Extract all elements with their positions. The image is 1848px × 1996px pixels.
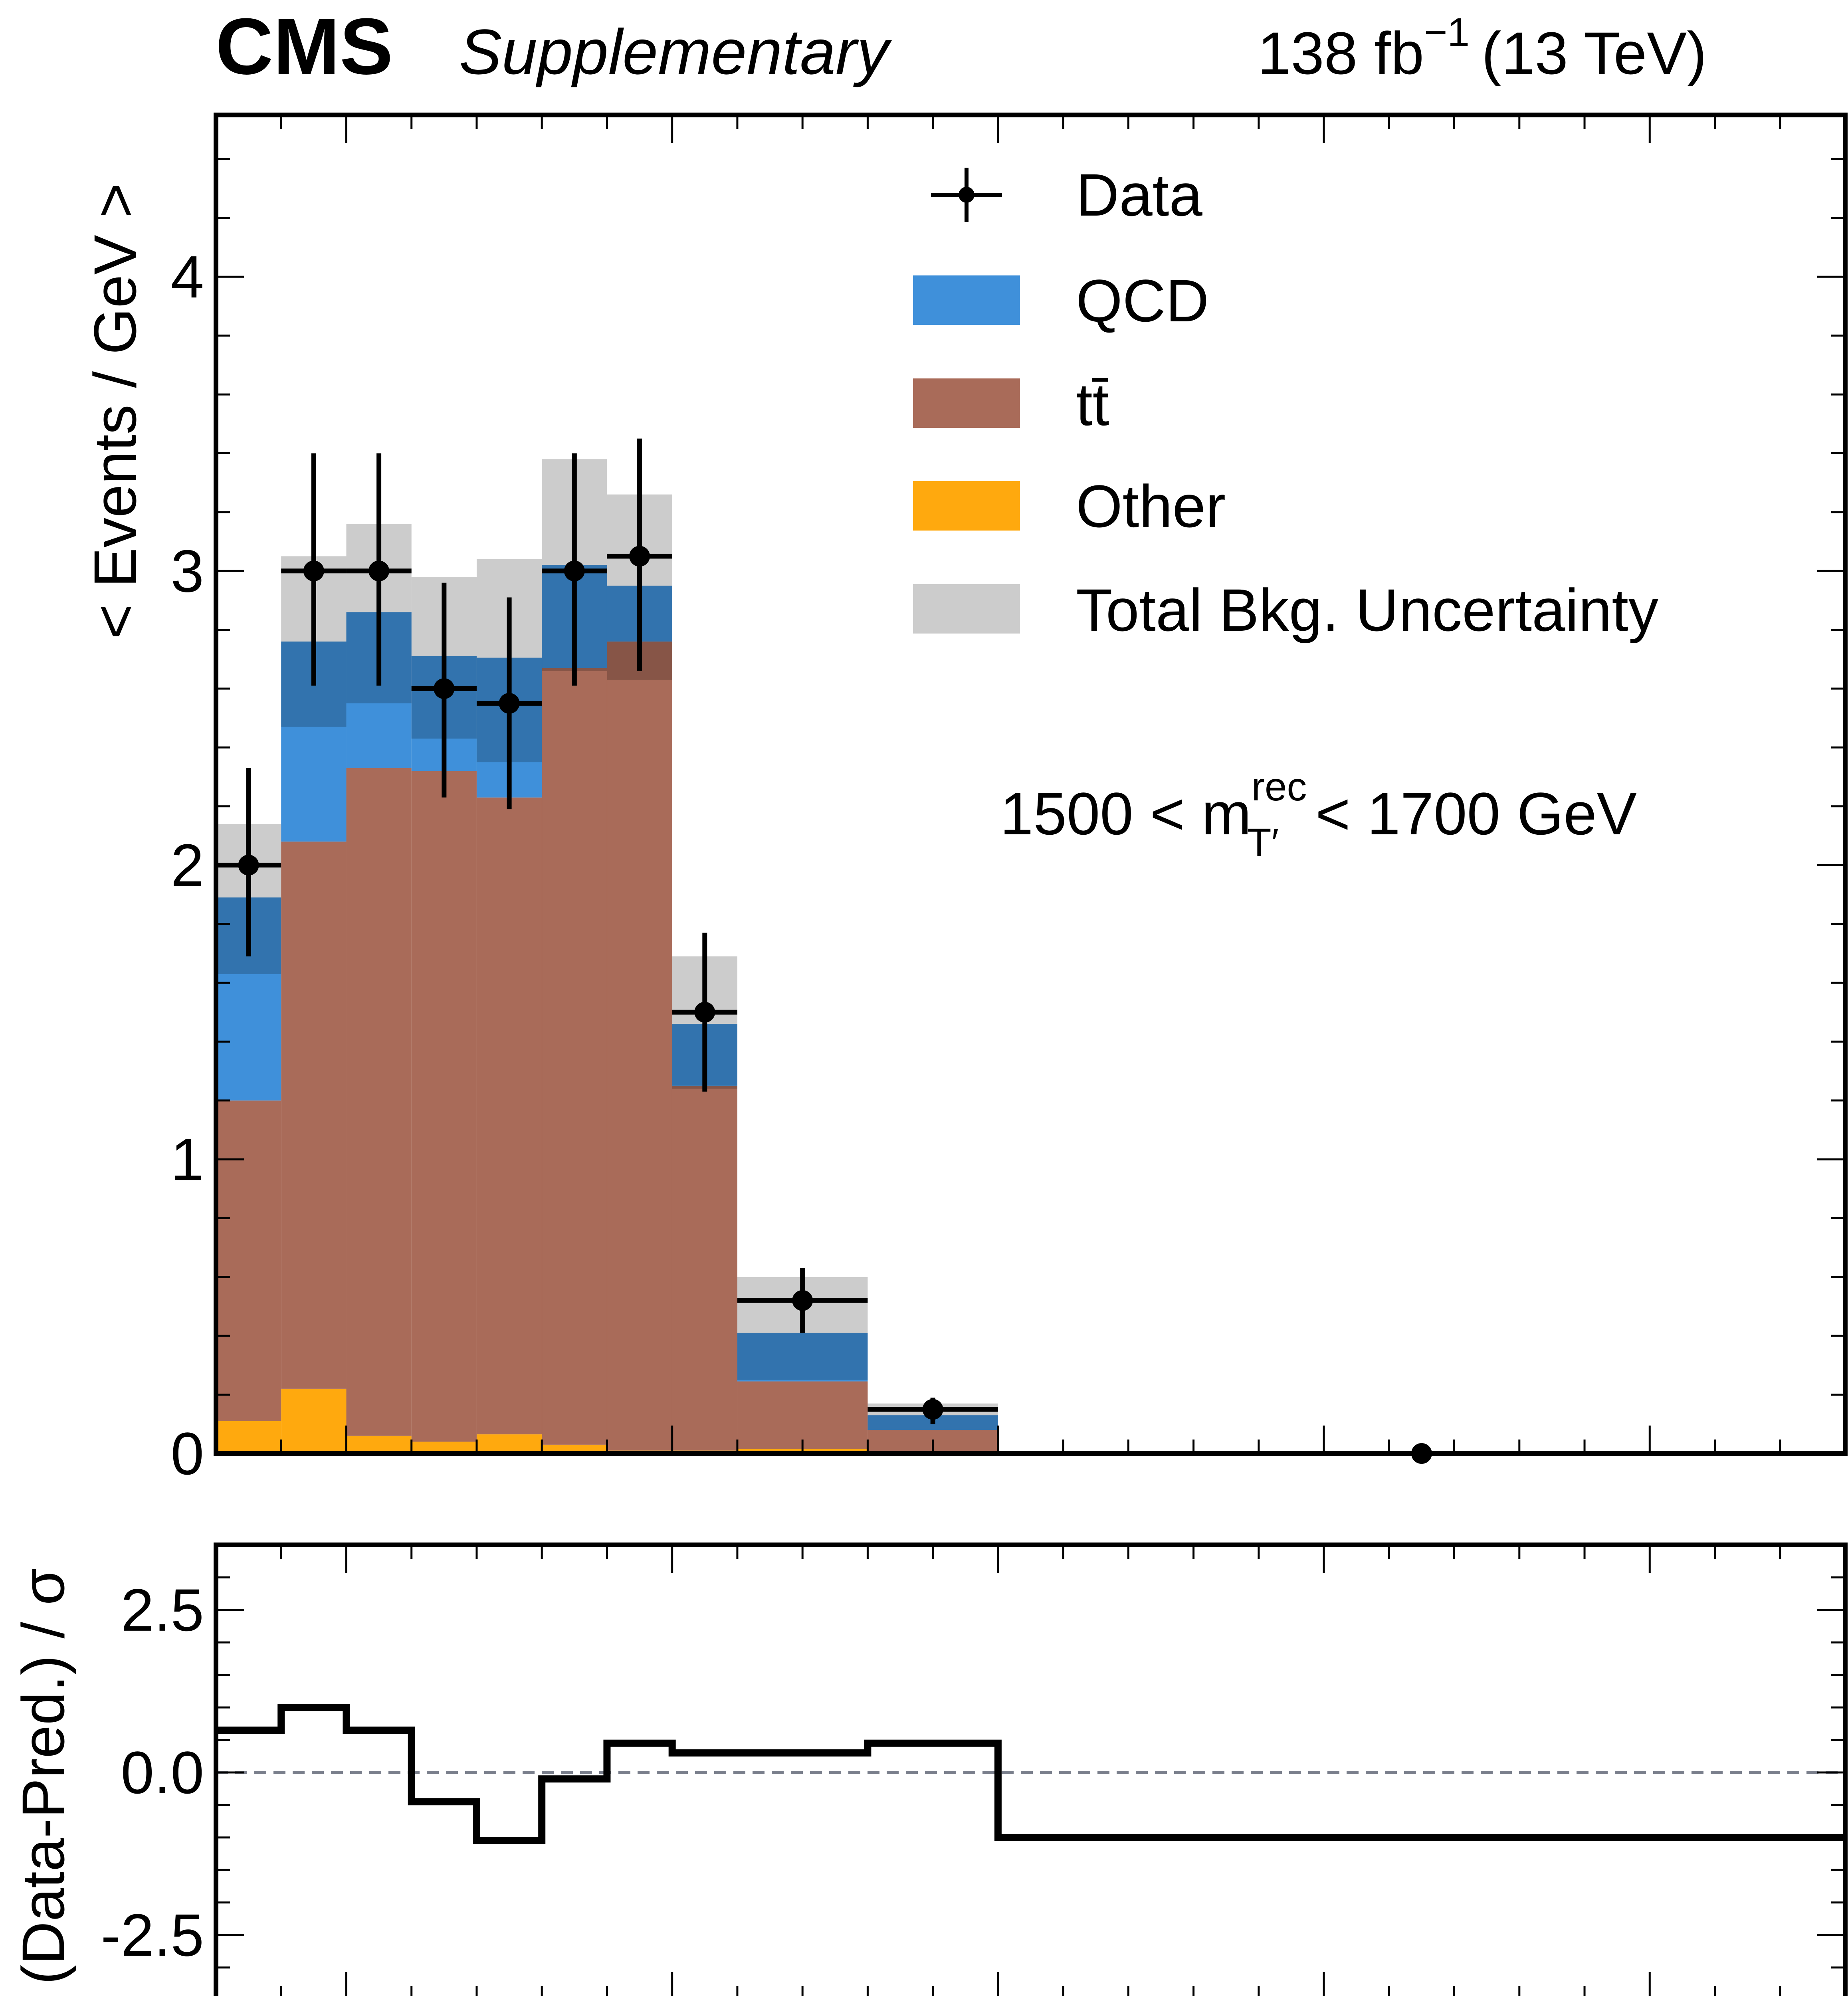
y-tick-label-4: 4 — [171, 243, 204, 310]
bar-tt-5 — [542, 668, 607, 1445]
energy-value: (13 TeV) — [1482, 20, 1707, 87]
legend-data-marker — [959, 187, 975, 203]
bar-tt-4 — [476, 797, 542, 1435]
mass-range-annotation: 1500 < mrec T′ < 1700 GeV — [1000, 764, 1637, 865]
legend-swatch-qcd — [913, 275, 1020, 325]
supplementary-label: Supplementary — [459, 16, 892, 87]
cms-label: CMS — [216, 2, 393, 91]
y-tick-label-1: 1 — [171, 1126, 204, 1193]
bar-tt-3 — [411, 771, 477, 1442]
pull-axes: -2.50.02.5100200300400500 — [101, 1543, 1848, 1996]
y-tick-label-2: 2 — [171, 832, 204, 899]
pull-panel: -2.50.02.5100200300400500 — [101, 1543, 1848, 1996]
pull-step-line — [216, 1704, 1845, 1844]
data-point-6 — [629, 546, 650, 567]
pull-y-tick-label-2: 2.5 — [121, 1576, 204, 1644]
y-axis-title: < Events / GeV > — [81, 183, 149, 639]
pull-content — [216, 1704, 1845, 1844]
data-point-0 — [238, 855, 259, 876]
legend-swatch-other — [913, 481, 1020, 531]
legend-entry-qcd: QCD — [913, 267, 1209, 334]
lumi-value: 138 fb — [1258, 20, 1424, 87]
legend-entry-data: Data — [931, 161, 1202, 228]
bar-qcd-8 — [737, 1333, 868, 1382]
bar-tt-0 — [216, 1100, 281, 1421]
lumi-label: 138 fb−1 (13 TeV) — [1258, 10, 1707, 87]
legend-label-uncertainty: Total Bkg. Uncertainty — [1076, 576, 1658, 644]
annotation-sup: rec — [1252, 764, 1307, 809]
main-panel: 0 1 2 3 4 — [171, 113, 1848, 1487]
data-point-8 — [792, 1290, 813, 1311]
pull-frame — [214, 1543, 1848, 1996]
legend-entry-uncertainty: Total Bkg. Uncertainty — [913, 576, 1658, 644]
legend-label-data: Data — [1076, 161, 1202, 228]
lumi-exponent: −1 — [1424, 10, 1470, 55]
legend-label-other: Other — [1076, 473, 1226, 540]
bar-other-2 — [346, 1436, 412, 1453]
legend: Data QCD tt̄ Other Total Bkg. Uncertaint… — [913, 161, 1658, 644]
pull-y-tick-label-1: 0.0 — [121, 1739, 204, 1806]
bar-other-4 — [476, 1434, 542, 1453]
annotation-pre: 1500 < m — [1000, 780, 1252, 847]
pull-y-axis-title: (Data-Pred.) / σ — [10, 1568, 77, 1985]
main-axes: 0 1 2 3 4 — [171, 113, 1848, 1487]
data-point-7 — [694, 1002, 715, 1023]
data-point-2 — [368, 560, 390, 582]
legend-swatch-uncertainty — [913, 584, 1020, 634]
legend-entry-ttbar: tt̄ — [913, 371, 1109, 438]
bar-tt-1 — [281, 842, 347, 1389]
bar-other-1 — [281, 1388, 347, 1453]
bar-tt-2 — [346, 768, 412, 1436]
y-tick-label-0: 0 — [171, 1420, 204, 1487]
bar-tt-7 — [672, 1085, 737, 1451]
data-points — [216, 438, 1432, 1464]
annotation-sub: T′ — [1247, 820, 1279, 865]
annotation-post: < 1700 GeV — [1299, 780, 1636, 847]
legend-label-qcd: QCD — [1076, 267, 1209, 334]
main-frame — [214, 113, 1848, 1456]
stack-bars — [216, 565, 998, 1453]
data-point-3 — [434, 678, 455, 699]
data-point-9 — [922, 1399, 943, 1420]
legend-label-ttbar: tt̄ — [1076, 371, 1109, 438]
data-point-1 — [303, 560, 324, 582]
bar-other-0 — [216, 1421, 281, 1453]
legend-entry-other: Other — [913, 473, 1226, 540]
y-tick-label-3: 3 — [171, 537, 204, 604]
bar-tt-8 — [737, 1381, 868, 1449]
pull-y-tick-label-0: -2.5 — [101, 1901, 204, 1968]
data-point-5 — [564, 560, 585, 582]
data-point-4 — [499, 693, 520, 714]
legend-swatch-ttbar — [913, 378, 1020, 428]
bar-tt-6 — [607, 642, 672, 1451]
